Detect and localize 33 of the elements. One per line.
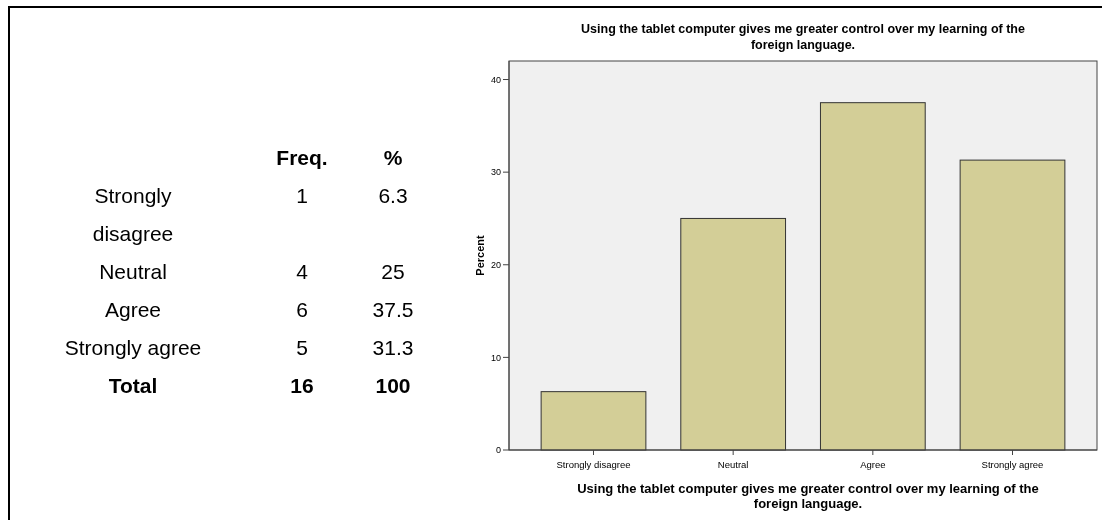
x-tick-label: Strongly disagree xyxy=(556,459,631,470)
y-tick-label: 20 xyxy=(490,259,501,270)
data-label: 6.3 xyxy=(378,184,408,207)
bar xyxy=(959,159,1066,451)
y-tick-label: 40 xyxy=(490,74,501,85)
text: Total xyxy=(108,374,158,397)
y-tick-label: 30 xyxy=(490,167,501,178)
category-label: Strongly agree xyxy=(64,336,202,359)
text: 16 xyxy=(290,374,314,397)
data-label: 37.5 xyxy=(372,298,414,321)
category-label: Neutral xyxy=(99,260,167,283)
chart-title: Using the tablet computer gives me greater control over my learning of the foreign language. xyxy=(581,22,1025,52)
y-axis-title: Percent xyxy=(474,234,486,276)
data-label: 1 xyxy=(296,184,308,207)
category-label: Strongly disagree xyxy=(92,184,174,245)
y-tick-label: 0 xyxy=(495,445,501,456)
text: % xyxy=(383,146,403,169)
text: 100 xyxy=(375,374,411,397)
data-label: 31.3 xyxy=(372,336,414,359)
data-label: 5 xyxy=(296,336,308,359)
bar xyxy=(819,102,926,451)
text: Freq. xyxy=(276,146,328,169)
y-tick-label: 10 xyxy=(490,352,501,363)
x-axis-title: Using the tablet computer gives me greater control over my learning of the foreign language. xyxy=(577,481,1039,511)
x-tick-label: Agree xyxy=(860,459,886,470)
category-label: Agree xyxy=(104,298,162,321)
bar xyxy=(540,391,647,451)
data-label: 4 xyxy=(296,260,309,283)
x-tick-label: Strongly agree xyxy=(981,459,1044,470)
data-label: 6 xyxy=(296,298,308,321)
data-label: 25 xyxy=(381,260,405,283)
x-tick-label: Neutral xyxy=(717,459,749,470)
bar xyxy=(680,217,787,451)
